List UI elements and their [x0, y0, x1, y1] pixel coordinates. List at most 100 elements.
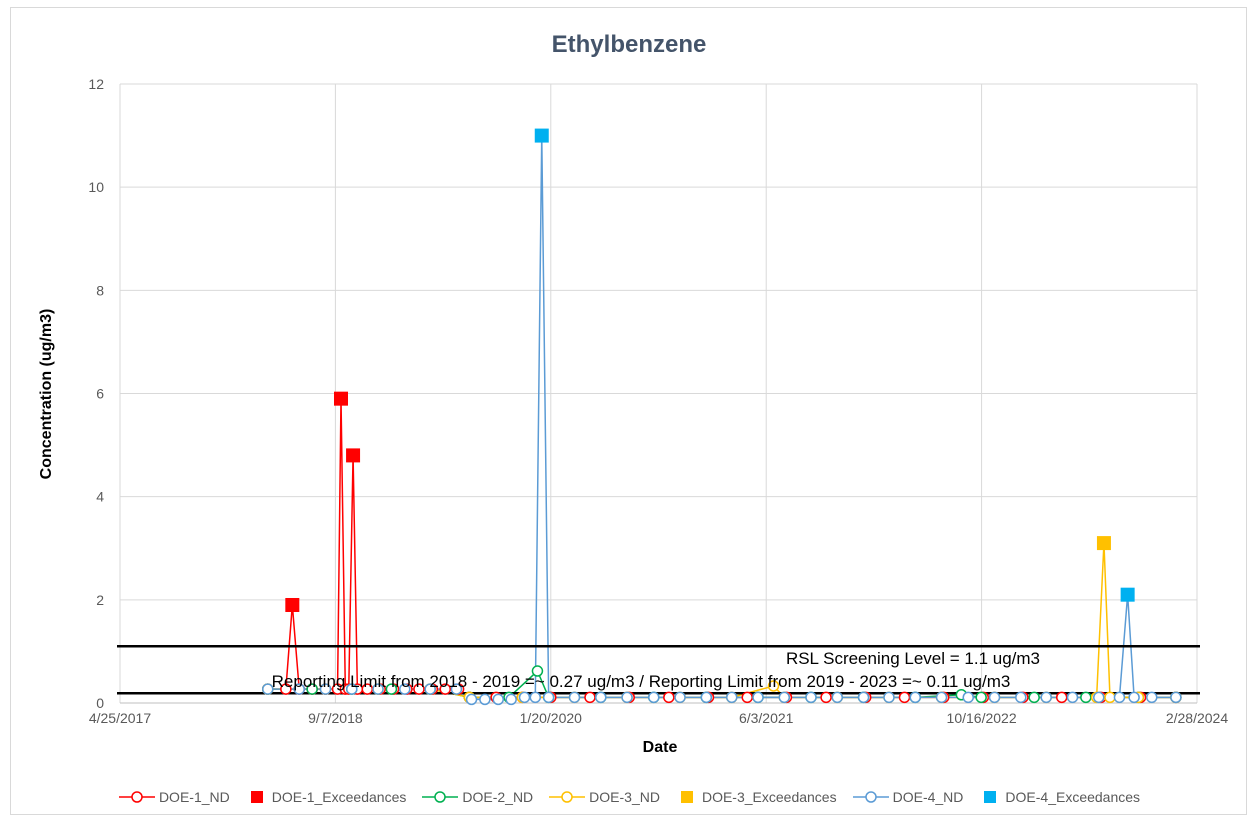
data-point	[805, 691, 817, 704]
data-point	[346, 683, 358, 695]
data-point	[450, 683, 463, 695]
legend-symbol	[118, 791, 155, 803]
data-point	[857, 691, 870, 704]
data-point	[465, 693, 478, 706]
data-point	[778, 691, 791, 704]
data-point	[674, 691, 686, 704]
legend-label: DOE-4_Exceedances	[1005, 789, 1141, 805]
data-point	[621, 691, 633, 704]
data-point	[648, 691, 660, 704]
data-point	[372, 683, 384, 695]
reference-line-label: RSL Screening Level = 1.1 ug/m3	[786, 649, 1040, 668]
data-point	[595, 691, 607, 704]
data-point	[1113, 691, 1126, 704]
legend-item: DOE-1_ND	[118, 789, 230, 805]
data-point	[584, 691, 596, 704]
data-point	[1015, 691, 1027, 704]
data-point	[399, 683, 411, 695]
data-point	[898, 691, 911, 704]
data-point	[293, 683, 305, 695]
data-point	[1128, 691, 1140, 704]
x-tick-label: 1/20/2020	[520, 710, 582, 726]
y-tick-label: 10	[88, 179, 104, 195]
y-tick-label: 4	[96, 489, 104, 505]
data-point	[531, 665, 544, 677]
data-point	[909, 691, 922, 704]
legend-symbol	[852, 791, 889, 803]
y-tick-label: 2	[96, 592, 104, 608]
legend-label: DOE-1_Exceedances	[271, 789, 407, 805]
data-point	[1055, 691, 1068, 704]
x-tick-label: 6/3/2021	[739, 710, 794, 726]
data-point	[1080, 691, 1092, 704]
legend-item: DOE-1_Exceedances	[246, 789, 407, 805]
data-point	[1146, 691, 1158, 704]
data-point	[568, 691, 581, 704]
data-point	[831, 691, 844, 704]
data-point	[975, 691, 987, 704]
y-tick-label: 8	[96, 282, 104, 298]
legend-label: DOE-2_ND	[462, 789, 534, 805]
data-point	[1028, 691, 1040, 704]
data-point	[505, 693, 517, 706]
data-point	[319, 683, 332, 695]
legend-symbol	[984, 791, 997, 803]
data-point	[306, 683, 318, 695]
chart-frame	[10, 7, 1247, 815]
x-tick-label: 9/7/2018	[308, 710, 363, 726]
y-tick-label: 0	[96, 695, 104, 711]
legend-symbol	[422, 791, 459, 803]
series-line-doe-4-nd	[267, 135, 1176, 701]
y-tick-label: 12	[88, 76, 104, 92]
data-point	[492, 693, 504, 706]
legend-symbol	[250, 791, 263, 803]
exceedance-marker	[334, 391, 349, 406]
data-point	[413, 683, 425, 695]
data-point	[479, 693, 491, 706]
data-point	[1093, 691, 1105, 704]
exceedance-marker	[1120, 587, 1135, 602]
data-point	[663, 691, 675, 704]
data-point	[1066, 691, 1079, 704]
legend-label: DOE-3_ND	[589, 789, 660, 805]
data-point	[1170, 691, 1182, 704]
x-tick-label: 2/28/2024	[1166, 710, 1228, 726]
data-point	[439, 683, 452, 695]
exceedance-marker	[346, 448, 361, 463]
x-axis-title: Date	[643, 739, 678, 756]
data-point	[767, 680, 780, 692]
data-point	[725, 691, 738, 704]
data-point	[883, 691, 895, 704]
x-tick-label: 10/16/2022	[947, 710, 1017, 726]
data-point	[361, 683, 374, 695]
data-point	[529, 691, 542, 704]
data-point	[1104, 691, 1116, 704]
legend-item: DOE-3_ND	[549, 789, 660, 805]
legend-symbol	[680, 791, 693, 803]
data-point	[424, 683, 436, 695]
y-axis-title: Concentration (ug/m3)	[38, 309, 55, 480]
exceedance-marker	[534, 128, 549, 143]
data-point	[820, 691, 832, 704]
data-point	[385, 683, 398, 695]
data-point	[518, 691, 531, 704]
data-point	[988, 691, 1001, 704]
reference-line-label: Reporting Limit from 2018 - 2019 =~ 0.27…	[272, 672, 1011, 691]
legend-symbol	[549, 791, 586, 803]
legend-label: DOE-3_Exceedances	[701, 789, 837, 805]
data-point	[700, 691, 713, 704]
data-point	[280, 683, 292, 695]
chart-title: Ethylbenzene	[552, 31, 707, 58]
y-tick-label: 6	[96, 386, 104, 402]
data-point	[741, 691, 753, 704]
data-point	[542, 691, 555, 704]
legend-item: DOE-4_Exceedances	[979, 789, 1140, 805]
x-tick-label: 4/25/2017	[89, 710, 151, 726]
legend: DOE-1_ND DOE-1_Exceedances DOE-2_ND DOE-3_N…	[0, 785, 1259, 809]
data-point	[752, 691, 764, 704]
legend-label: DOE-4_ND	[892, 789, 964, 805]
data-point	[962, 691, 974, 704]
legend-item: DOE-3_Exceedances	[676, 789, 837, 805]
exceedance-marker	[1096, 536, 1111, 551]
